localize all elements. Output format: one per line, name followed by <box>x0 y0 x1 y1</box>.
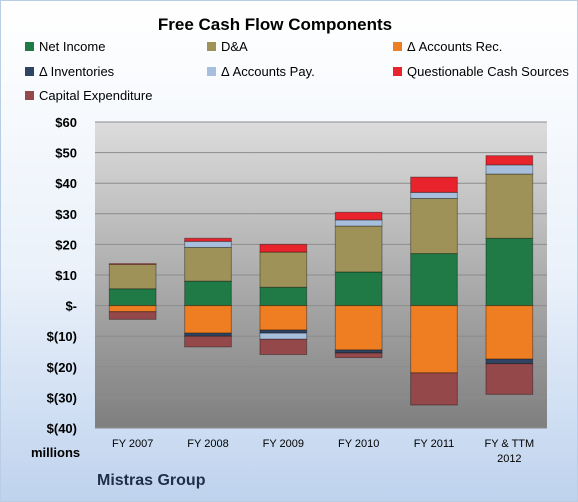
units-label: millions <box>31 445 81 460</box>
bar-segment <box>410 191 458 200</box>
chart-title: Free Cash Flow Components <box>157 15 393 34</box>
legend-item-capex: Capital Expenditure <box>25 88 152 103</box>
y-tick-label: $60 <box>55 115 77 130</box>
legend-swatch-capex <box>25 91 34 100</box>
bar-segment <box>485 173 534 239</box>
legend-item-accounts-rec: Δ Accounts Rec. <box>393 39 502 54</box>
legend-item-questionable: Questionable Cash Sources <box>393 64 569 79</box>
bar-segment <box>485 237 534 307</box>
legend-swatch-da <box>207 42 216 51</box>
bar-segment <box>108 263 157 265</box>
bar-segment <box>184 280 232 307</box>
bar-segment <box>259 286 308 307</box>
bar-segment <box>259 243 308 253</box>
bar-segment <box>485 358 534 365</box>
x-tick-label: FY 2011 <box>414 438 455 450</box>
legend-label: Δ Accounts Pay. <box>221 64 315 79</box>
x-tick-label: FY 2008 <box>187 438 228 450</box>
bar-segment <box>184 237 232 242</box>
legend-label: Questionable Cash Sources <box>407 64 569 79</box>
bar-segment <box>108 288 157 307</box>
bar-segment <box>485 305 534 360</box>
y-tick-label: $(30) <box>47 390 77 405</box>
bar-segment <box>334 305 383 351</box>
bar-segment <box>259 332 308 340</box>
bar-segment <box>334 271 383 307</box>
legend-item-net-income: Net Income <box>25 39 105 54</box>
bar-segment <box>184 305 232 334</box>
legend-item-inventories: Δ Inventories <box>25 64 114 79</box>
company-name: Mistras Group <box>97 472 206 489</box>
bar-segment <box>184 246 232 282</box>
bar-segment <box>259 251 308 288</box>
bar-segment <box>485 164 534 175</box>
bar-segment <box>108 305 157 313</box>
bar-segment <box>410 253 458 307</box>
y-tick-label: $- <box>65 299 77 314</box>
bar-segment <box>259 338 308 356</box>
legend-label: Δ Accounts Rec. <box>407 39 503 54</box>
bar-segment <box>108 311 157 320</box>
bar-segment <box>485 363 534 395</box>
y-tick-label: $50 <box>55 146 77 161</box>
y-tick-label: $(10) <box>47 329 77 344</box>
x-tick-label: FY 2007 <box>112 438 153 450</box>
y-tick-label: $(40) <box>47 421 77 436</box>
x-tick-label: 2012 <box>497 453 521 465</box>
bar-segment <box>184 335 232 348</box>
legend-item-accounts-pay: Δ Accounts Pay. <box>207 64 315 79</box>
bar-segment <box>334 225 383 273</box>
bar-segment <box>410 198 458 255</box>
legend-label: D&A <box>221 39 248 54</box>
legend-swatch-net-income <box>25 42 34 51</box>
legend-swatch-questionable <box>393 67 402 76</box>
bar-segment <box>108 263 157 290</box>
legend-label: Capital Expenditure <box>39 88 153 103</box>
bar-segment <box>334 352 383 359</box>
bar-segment <box>334 219 383 227</box>
legend-swatch-accounts-pay <box>207 67 216 76</box>
legend-swatch-inventories <box>25 67 34 76</box>
bar-segment <box>184 240 232 248</box>
x-tick-label: FY 2010 <box>338 438 379 450</box>
bar-segment <box>259 305 308 331</box>
bar-segment <box>259 329 308 334</box>
legend-item-da: D&A <box>207 39 248 54</box>
bar-segment <box>410 305 458 374</box>
y-tick-label: $10 <box>55 268 77 283</box>
bar-segment <box>410 176 458 193</box>
y-tick-label: $20 <box>55 237 77 252</box>
x-tick-label: FY & TTM <box>484 438 534 450</box>
bar-segment <box>485 155 534 166</box>
legend-label: Net Income <box>39 39 106 54</box>
bar-segment <box>334 211 383 221</box>
y-tick-label: $30 <box>55 207 77 222</box>
legend-swatch-accounts-rec <box>393 42 402 51</box>
y-tick-label: $(20) <box>47 360 77 375</box>
bar-segment <box>410 372 458 406</box>
y-tick-label: $40 <box>55 176 77 191</box>
x-tick-label: FY 2009 <box>263 438 304 450</box>
legend-label: Δ Inventories <box>39 64 115 79</box>
